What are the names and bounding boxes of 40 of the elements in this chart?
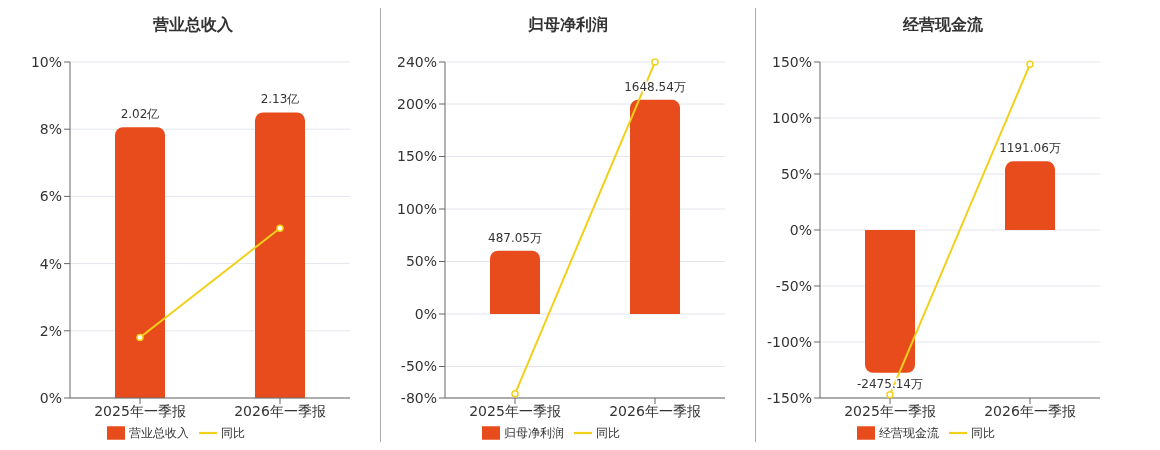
data-label: 2.13亿 [260,92,300,107]
chart-title: 归母净利润 [527,14,609,36]
x-tick-label: 2025年一季报 [94,402,186,419]
y-tick-label: 100% [771,109,812,126]
y-tick-label: 2% [39,322,62,339]
y-tick-label: 4% [39,255,62,272]
y-tick-label: 200% [396,95,437,112]
y-tick-label: 150% [771,53,812,70]
legend-label: 经营现金流 [879,425,939,440]
legend-label: 同比 [596,425,620,440]
y-tick-label: 0% [414,305,437,322]
y-tick-label: 0% [789,221,812,238]
x-tick-label: 2026年一季报 [234,402,326,419]
y-tick-label: 100% [396,200,437,217]
data-label: 1191.06万 [999,141,1061,156]
chart-title: 经营现金流 [902,14,984,36]
legend-label: 归母净利润 [504,425,564,440]
y-tick-label: -50% [400,358,437,375]
legend-label: 同比 [971,425,995,440]
x-tick-label: 2026年一季报 [609,402,701,419]
y-tick-label: 8% [39,121,62,138]
data-label: 2.02亿 [120,107,160,122]
y-tick-label: 0% [39,389,62,406]
y-tick-label: 10% [30,53,62,70]
y-tick-label: 150% [396,148,437,165]
y-tick-label: 50% [780,165,812,182]
legend-label: 同比 [221,425,245,440]
chart-title: 营业总收入 [152,14,234,36]
y-tick-label: 6% [39,188,62,205]
data-label: 487.05万 [488,230,542,245]
legend-label: 营业总收入 [129,425,189,440]
x-tick-label: 2025年一季报 [844,402,936,419]
y-tick-label: -50% [775,277,812,294]
y-tick-label: -100% [766,333,812,350]
x-tick-label: 2026年一季报 [984,402,1076,419]
x-tick-label: 2025年一季报 [469,402,561,419]
y-tick-label: 240% [396,53,437,70]
y-tick-label: -80% [400,389,437,406]
y-tick-label: -150% [766,389,812,406]
y-tick-label: 50% [405,253,437,270]
